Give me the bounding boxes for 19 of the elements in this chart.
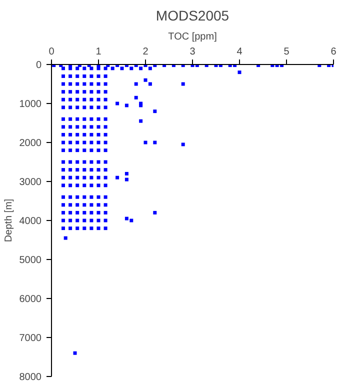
y-tick-label: 7000 [19, 333, 42, 344]
x-tick-label: 5 [284, 46, 290, 58]
x-tick-label: 4 [236, 46, 243, 58]
y-tick-label: 4000 [19, 216, 42, 227]
x-axis-title: TOC [ppm] [168, 32, 218, 42]
y-tick-label: 5000 [19, 255, 42, 266]
y-tick-label: 3000 [19, 177, 42, 188]
y-tick-label: 6000 [19, 294, 42, 305]
x-tick-label: 1 [96, 46, 102, 58]
y-axis-title: Depth [m] [3, 198, 14, 242]
y-tick-label: 8000 [19, 372, 42, 383]
y-tick-label: 2000 [19, 138, 42, 149]
x-tick-label: 2 [142, 46, 149, 58]
x-tick-label: 0 [48, 46, 55, 58]
y-tick-label: 0 [36, 60, 42, 71]
chart-title: MODS2005 [156, 8, 230, 24]
x-tick-label: 6 [330, 46, 337, 58]
y-tick-label: 1000 [19, 99, 42, 110]
x-tick-label: 3 [190, 46, 196, 58]
